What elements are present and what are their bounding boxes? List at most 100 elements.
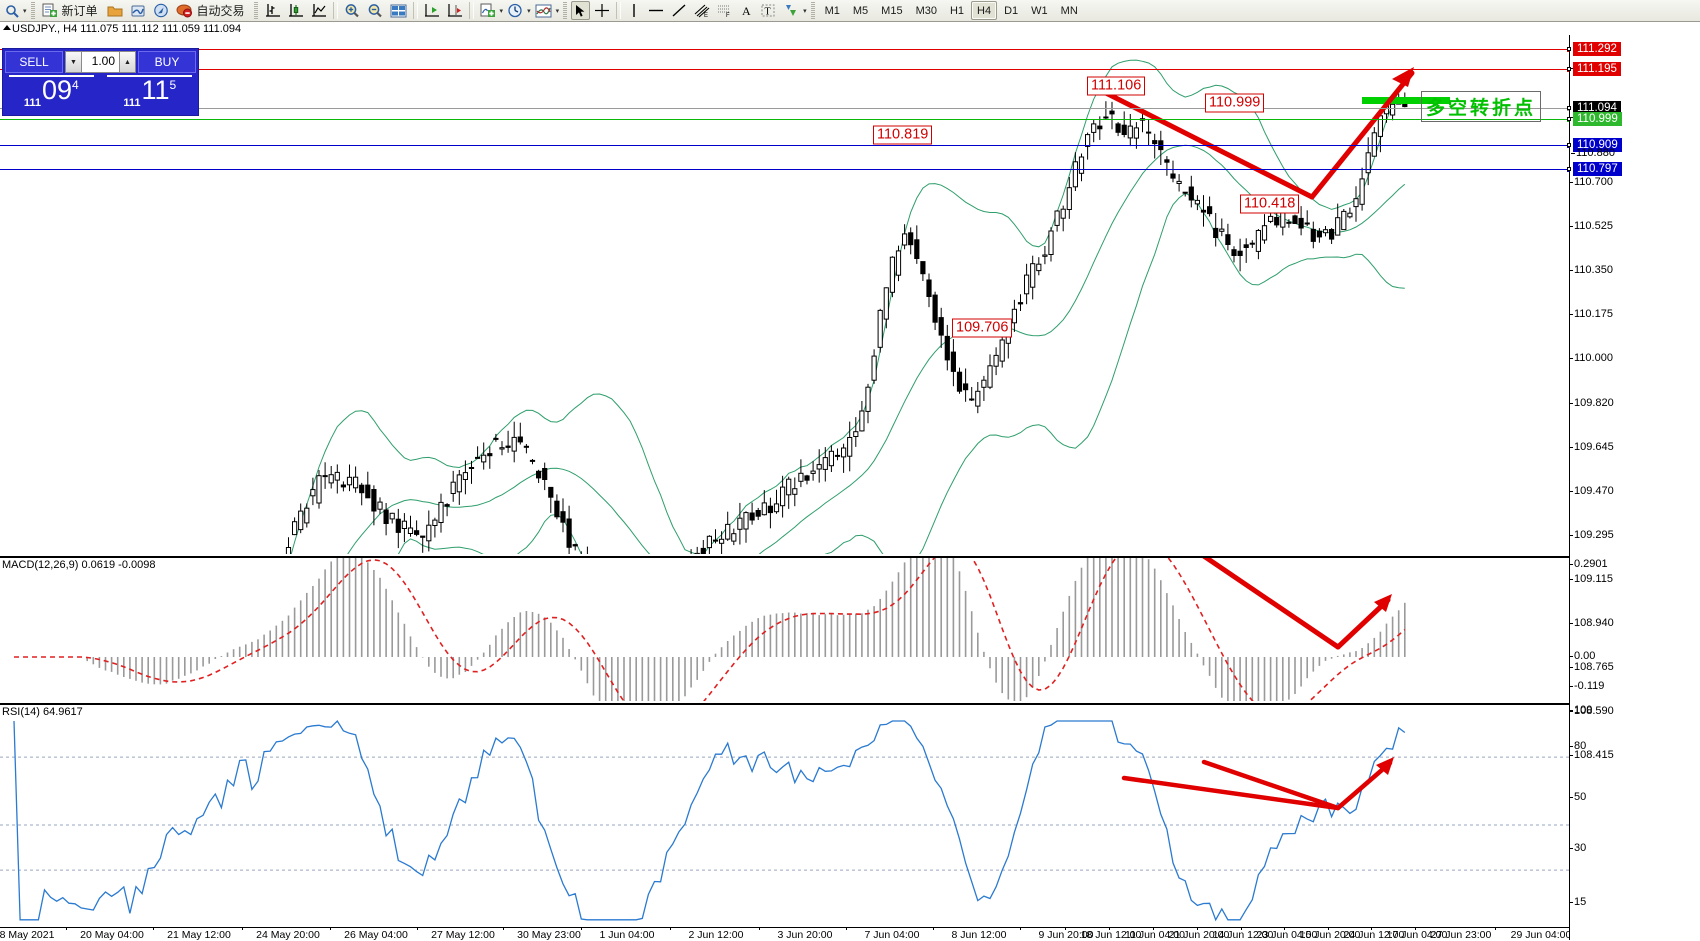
indicators-icon[interactable] (477, 1, 499, 20)
price-level-label[interactable]: 110.909 (1567, 138, 1622, 152)
autotrading-button[interactable]: 自动交易 (173, 1, 250, 20)
shapes-icon[interactable] (780, 1, 802, 20)
time-tick: 26 May 04:00 (344, 929, 408, 941)
one-click-trading-panel[interactable]: SELL ▼ 1.00 ▲ BUY 111 09 4 111 11 5 (2, 48, 199, 116)
price-level-value: 110.909 (1577, 139, 1618, 151)
timeframe-m30[interactable]: M30 (915, 4, 937, 17)
price-tick: 110.350 (1569, 264, 1613, 276)
templates-icon[interactable] (532, 1, 555, 20)
timeframe-h4[interactable]: H4 (971, 1, 998, 20)
price-level-handle[interactable] (1567, 106, 1571, 110)
price-level-value: 110.797 (1577, 163, 1618, 175)
price-level-line[interactable] (0, 67, 1569, 72)
price-annotation[interactable]: 110.999 (1205, 93, 1265, 113)
time-tick: 30 May 23:00 (517, 929, 581, 941)
volume-input[interactable]: 1.00 (82, 51, 119, 73)
tile-windows-icon[interactable] (387, 1, 410, 20)
equidistant-channel-icon[interactable]: E (691, 1, 713, 20)
svg-text:T: T (765, 7, 771, 18)
macd-pane[interactable]: MACD(12,26,9) 0.0619 -0.0098 (0, 556, 1569, 701)
search-caret-icon[interactable]: ▾ (23, 7, 27, 15)
data-window-icon[interactable] (127, 1, 149, 20)
indicators-caret-icon[interactable]: ▾ (499, 7, 504, 15)
sell-price[interactable]: 111 09 4 (3, 75, 100, 113)
rsi-pane[interactable]: RSI(14) 64.9617 (0, 703, 1569, 927)
candle-chart-icon[interactable] (285, 1, 307, 20)
price-level-handle[interactable] (1567, 117, 1571, 121)
new-order-button[interactable]: 新订单 (39, 1, 103, 20)
price-chart-svg (285, 59, 1450, 554)
navigator-icon[interactable] (150, 1, 172, 20)
crosshair-icon[interactable] (591, 1, 613, 20)
price-pane[interactable]: 110.819 111.106 110.999 110.418 109.706 多空转折… (0, 35, 1569, 554)
timeframe-m5[interactable]: M5 (852, 4, 869, 17)
hline-icon[interactable] (645, 1, 667, 20)
timeframe-d1[interactable]: D1 (1004, 4, 1019, 17)
price-annotation[interactable]: 110.819 (873, 125, 933, 145)
price-annotation[interactable]: 109.706 (952, 318, 1013, 338)
macd-tick: 0.2901 (1569, 558, 1608, 570)
toolbar-grip-4[interactable] (810, 1, 815, 20)
timeframe-m15[interactable]: M15 (881, 4, 903, 17)
price-level-line[interactable] (0, 47, 1569, 52)
price-level-line[interactable] (0, 106, 1569, 111)
templates-caret-icon[interactable]: ▾ (555, 7, 560, 15)
timeframe-h1[interactable]: H1 (949, 4, 965, 17)
buy-button[interactable]: BUY (138, 51, 196, 73)
time-tick-mark (417, 927, 418, 930)
volume-down-icon[interactable]: ▼ (65, 51, 82, 73)
search-icon[interactable] (2, 1, 22, 20)
price-scale[interactable]: 110.700 110.525 110.350 110.175 110.000 109.8… (1567, 35, 1700, 940)
price-level-label[interactable]: 110.999 (1567, 112, 1622, 126)
period-icon[interactable] (504, 1, 526, 20)
volume-stepper[interactable]: ▼ 1.00 ▲ (65, 51, 136, 73)
price-level-label[interactable]: 111.094 (1567, 101, 1621, 115)
toolbar-grip-3[interactable] (563, 1, 568, 20)
text-label-icon[interactable]: A (737, 1, 756, 20)
price-level-handle[interactable] (1567, 47, 1571, 51)
price-level-line[interactable] (0, 117, 1569, 122)
trendline-icon[interactable] (668, 1, 690, 20)
cursor-icon[interactable] (571, 1, 591, 20)
price-level-handle[interactable] (1567, 167, 1571, 171)
chart-window[interactable]: USDJPY., H4 111.075 111.112 111.059 111.… (0, 22, 1700, 941)
time-tick: 14 Jun 12:00 (1212, 929, 1274, 941)
vline-icon[interactable] (624, 1, 644, 20)
period-caret-icon[interactable]: ▾ (527, 7, 531, 15)
chart-shift-icon[interactable] (421, 1, 443, 20)
note-box[interactable]: 多空转折点 (1421, 91, 1542, 122)
shapes-caret-icon[interactable]: ▾ (803, 7, 807, 15)
timeframe-m1[interactable]: M1 (824, 4, 840, 17)
price-level-label[interactable]: 111.292 (1567, 42, 1621, 56)
line-chart-icon[interactable] (308, 1, 330, 20)
new-order-label: 新订单 (61, 4, 98, 18)
price-annotation[interactable]: 110.418 (1240, 194, 1300, 214)
price-level-label[interactable]: 111.195 (1567, 62, 1621, 76)
price-level-label[interactable]: 110.797 (1567, 162, 1622, 176)
price-annotation[interactable]: 111.106 (1087, 76, 1146, 96)
price-level-handle[interactable] (1567, 67, 1571, 71)
folder-icon[interactable] (104, 1, 126, 20)
price-level-line[interactable] (0, 167, 1569, 172)
zoom-out-icon[interactable] (364, 1, 386, 20)
buy-price[interactable]: 111 11 5 (99, 75, 199, 113)
fibonacci-icon[interactable]: F (714, 1, 736, 20)
timeframe-mn[interactable]: MN (1060, 4, 1078, 17)
text-box-icon[interactable]: T (757, 1, 779, 20)
price-level-handle[interactable] (1567, 143, 1571, 147)
time-tick: 24 Jun 12:00 (1343, 929, 1405, 941)
bar-chart-icon[interactable] (262, 1, 284, 20)
timeframe-w1[interactable]: W1 (1031, 4, 1048, 17)
sell-button[interactable]: SELL (5, 51, 63, 73)
time-axis[interactable]: 8 May 2021 20 May 04:00 21 May 12:00 24 May… (0, 927, 1658, 941)
time-tick: 21 May 12:00 (167, 929, 231, 941)
symbol-ohlc-bar: USDJPY., H4 111.075 111.112 111.059 111.… (0, 22, 1700, 35)
auto-scroll-icon[interactable] (444, 1, 466, 20)
volume-up-icon[interactable]: ▲ (119, 51, 136, 73)
time-tick-mark (1197, 927, 1198, 930)
toolbar-grip-2[interactable] (253, 1, 258, 20)
toolbar-grip[interactable] (30, 1, 35, 20)
price-level-line[interactable] (0, 143, 1569, 148)
svg-text:F: F (726, 13, 730, 18)
zoom-in-icon[interactable] (341, 1, 363, 20)
